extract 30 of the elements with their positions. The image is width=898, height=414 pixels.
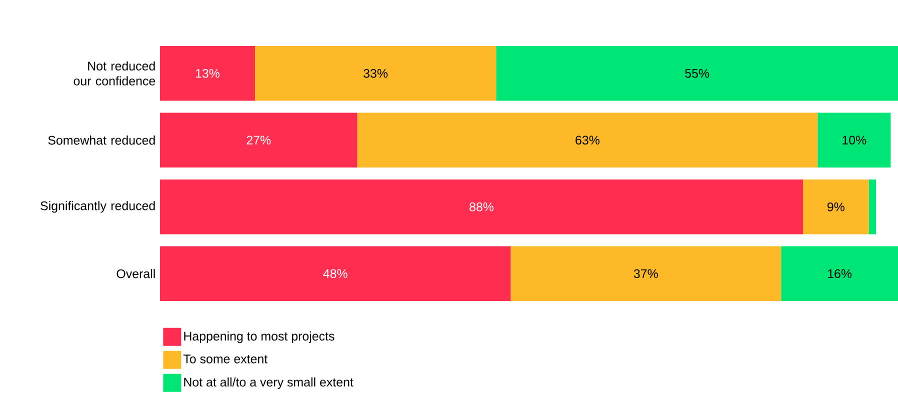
- bar: [868, 180, 876, 234]
- y-tick-label: Significantly reduced: [40, 201, 155, 213]
- bar: [160, 246, 511, 301]
- bar: [803, 180, 869, 234]
- data-label: 55%: [685, 68, 710, 78]
- bar: [160, 112, 358, 168]
- bar: [510, 246, 782, 301]
- bar: [160, 46, 255, 101]
- data-label: 33%: [364, 68, 388, 78]
- y-tick-label: Somewhat reduced: [48, 136, 155, 145]
- legend-label: To some extent: [183, 354, 268, 364]
- bar: [496, 46, 898, 101]
- y-tick-label: Overall: [116, 269, 155, 278]
- bar: [781, 246, 898, 301]
- y-tick-label: Not reduced our confidence: [74, 61, 156, 86]
- data-label: 13%: [196, 68, 220, 78]
- data-label: 48%: [323, 269, 348, 278]
- data-label: 88%: [470, 202, 494, 212]
- legend-label: Not at all/to a very small extent: [184, 377, 354, 390]
- bar: [818, 112, 891, 168]
- data-label: 63%: [576, 136, 600, 145]
- data-label: 9%: [827, 202, 844, 212]
- bar: [160, 180, 804, 234]
- data-label: 37%: [634, 269, 658, 278]
- data-label: 27%: [246, 136, 271, 145]
- data-label: 16%: [828, 269, 852, 278]
- data-label: 10%: [842, 136, 866, 145]
- legend-label: Happening to most projects: [184, 331, 334, 344]
- bar: [357, 112, 818, 168]
- bar: [254, 46, 496, 101]
